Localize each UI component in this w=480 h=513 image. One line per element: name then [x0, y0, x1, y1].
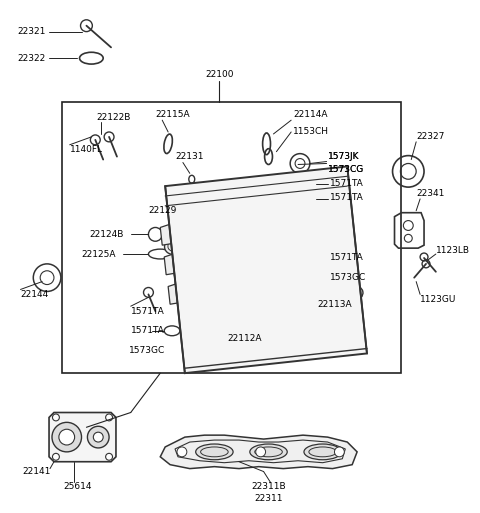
Circle shape — [323, 317, 342, 337]
Text: 22113A: 22113A — [318, 300, 352, 309]
Polygon shape — [164, 253, 178, 274]
Circle shape — [272, 289, 291, 309]
Text: 1571TA: 1571TA — [131, 307, 165, 315]
Polygon shape — [168, 283, 182, 304]
Text: 22125A: 22125A — [82, 249, 116, 259]
Text: 1573CG: 1573CG — [327, 165, 364, 174]
Circle shape — [52, 453, 60, 460]
Ellipse shape — [316, 268, 336, 284]
Circle shape — [187, 242, 242, 298]
Circle shape — [335, 447, 344, 457]
Circle shape — [297, 303, 317, 323]
Circle shape — [259, 280, 268, 289]
Circle shape — [200, 240, 209, 250]
Ellipse shape — [304, 444, 341, 460]
Text: 1571TA: 1571TA — [330, 179, 363, 188]
Text: 22115A: 22115A — [156, 110, 190, 119]
Circle shape — [170, 221, 180, 230]
Polygon shape — [165, 166, 367, 373]
Text: 1571TA: 1571TA — [131, 326, 165, 336]
Ellipse shape — [196, 444, 233, 460]
Text: 22321: 22321 — [18, 27, 46, 36]
Circle shape — [93, 432, 103, 442]
Circle shape — [59, 429, 74, 445]
Text: 1573GC: 1573GC — [129, 346, 165, 355]
Polygon shape — [160, 435, 357, 468]
Text: 22144: 22144 — [21, 290, 49, 299]
Circle shape — [256, 447, 265, 457]
Circle shape — [52, 422, 82, 452]
Text: 1573JK: 1573JK — [327, 152, 359, 161]
Circle shape — [87, 426, 109, 448]
Text: 22114A: 22114A — [293, 110, 328, 119]
Text: 22322: 22322 — [18, 54, 46, 63]
Text: 1123GU: 1123GU — [420, 295, 456, 304]
Text: 1140FL: 1140FL — [70, 145, 103, 154]
Text: 22311B: 22311B — [251, 482, 286, 491]
Ellipse shape — [184, 291, 205, 309]
Text: 22122B: 22122B — [96, 113, 131, 122]
Text: 1153CH: 1153CH — [293, 128, 329, 136]
Circle shape — [195, 248, 215, 268]
Text: 22327: 22327 — [416, 132, 444, 142]
Ellipse shape — [174, 264, 195, 282]
Circle shape — [177, 447, 187, 457]
Text: 1573CG: 1573CG — [327, 165, 364, 174]
Text: 22124B: 22124B — [89, 230, 124, 239]
Bar — [62, 103, 401, 373]
Ellipse shape — [343, 285, 363, 301]
Circle shape — [229, 260, 239, 270]
Circle shape — [52, 414, 60, 421]
Polygon shape — [49, 412, 116, 462]
Text: 22311: 22311 — [254, 494, 283, 503]
Text: 22100: 22100 — [205, 70, 234, 80]
Text: 22112A: 22112A — [227, 334, 262, 343]
Text: 1123LB: 1123LB — [436, 246, 470, 254]
Circle shape — [246, 275, 265, 295]
Text: 22341: 22341 — [416, 188, 444, 198]
Ellipse shape — [194, 319, 215, 337]
Text: 1573JK: 1573JK — [327, 152, 359, 161]
Circle shape — [234, 257, 289, 312]
Text: 25614: 25614 — [64, 482, 92, 491]
Circle shape — [281, 272, 336, 327]
Text: 22131: 22131 — [175, 152, 204, 161]
Polygon shape — [160, 224, 174, 245]
Text: 1571TA: 1571TA — [330, 193, 363, 203]
Ellipse shape — [165, 236, 186, 254]
Ellipse shape — [288, 250, 308, 266]
Text: 1571TA: 1571TA — [330, 253, 363, 263]
Text: 22129: 22129 — [148, 206, 177, 215]
Text: 1573GC: 1573GC — [330, 273, 366, 282]
Circle shape — [106, 414, 112, 421]
Circle shape — [288, 299, 298, 309]
Text: 22141: 22141 — [23, 467, 51, 476]
Circle shape — [220, 262, 240, 282]
Circle shape — [106, 453, 112, 460]
Bar — [202, 206, 214, 218]
Ellipse shape — [250, 444, 287, 460]
